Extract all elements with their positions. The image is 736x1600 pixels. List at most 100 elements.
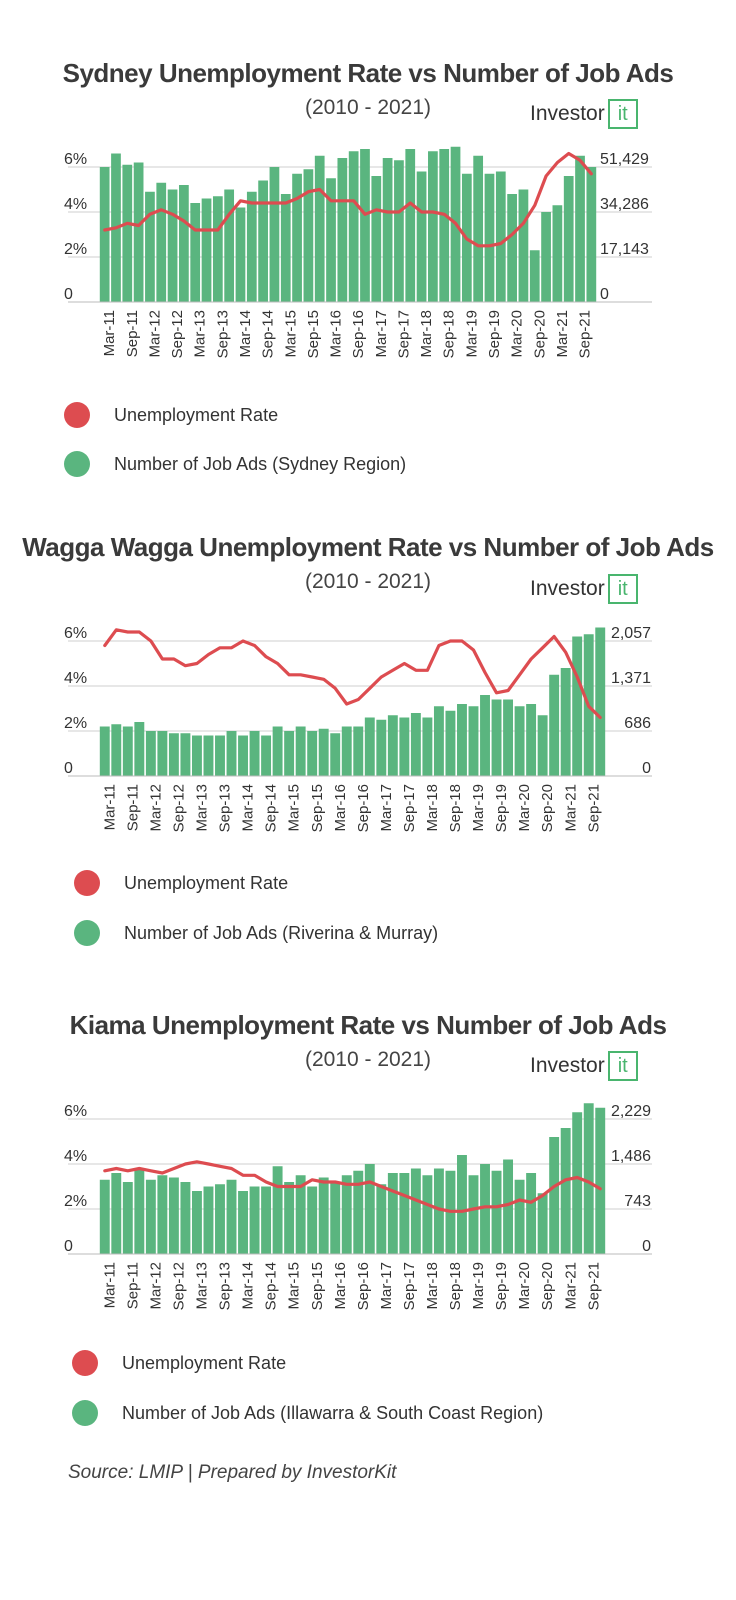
chart-subtitle: (2010 - 2021) bbox=[304, 1048, 432, 1071]
bar bbox=[314, 155, 325, 302]
x-tick-label: Mar-12 bbox=[147, 310, 164, 358]
x-tick-label: Mar-14 bbox=[240, 1262, 257, 1310]
x-tick-label: Mar-21 bbox=[562, 784, 579, 832]
x-tick-label: Mar-17 bbox=[373, 310, 390, 358]
bar bbox=[212, 196, 223, 302]
bar bbox=[261, 735, 272, 776]
unemployment-line bbox=[103, 1160, 602, 1213]
chart-title: Kiama Unemployment Rate vs Number of Job… bbox=[69, 1010, 667, 1040]
x-tick-label: Sep-12 bbox=[169, 310, 186, 358]
bar bbox=[226, 1179, 237, 1254]
bar bbox=[111, 1173, 122, 1254]
bar bbox=[272, 726, 283, 776]
bar bbox=[307, 1186, 318, 1254]
x-tick-label: Sep-18 bbox=[447, 784, 464, 832]
bar bbox=[364, 1164, 375, 1254]
bar bbox=[280, 194, 291, 302]
bar bbox=[261, 1186, 272, 1254]
bar bbox=[226, 731, 237, 776]
y-left-tick-label: 2% bbox=[64, 715, 87, 732]
legend-swatch-green bbox=[72, 1400, 98, 1426]
unemployment-line bbox=[103, 151, 593, 248]
bar bbox=[457, 704, 467, 776]
bar bbox=[468, 706, 479, 776]
logo-text: Investor bbox=[530, 1054, 605, 1077]
y-right-tick-label: 2,057 bbox=[611, 625, 651, 642]
bar bbox=[122, 164, 133, 302]
bar bbox=[168, 733, 179, 776]
bar bbox=[428, 151, 438, 302]
bar bbox=[303, 169, 314, 302]
bar bbox=[284, 731, 295, 776]
logo-text: Investor bbox=[530, 102, 605, 125]
bar bbox=[258, 180, 268, 302]
bar bbox=[376, 719, 387, 776]
bar bbox=[238, 1191, 248, 1254]
bar bbox=[507, 194, 517, 302]
x-tick-label: Mar-12 bbox=[148, 784, 165, 832]
chart-title: Wagga Wagga Unemployment Rate vs Number … bbox=[22, 532, 714, 562]
legend-label: Unemployment Rate bbox=[124, 872, 289, 893]
x-tick-label: Mar-17 bbox=[378, 784, 395, 832]
y-right-tick-label: 743 bbox=[624, 1193, 651, 1210]
bar bbox=[405, 149, 416, 302]
chart-subtitle: (2010 - 2021) bbox=[304, 96, 432, 119]
y-right-tick-label: 0 bbox=[600, 286, 609, 303]
logo-kit-mark: it bbox=[607, 99, 638, 129]
bar bbox=[337, 158, 348, 302]
bar bbox=[156, 182, 167, 302]
chart-sydney: 6% 51,429 4% 34,286 2% 17,143 0 0 Mar-11 Sep-11 Ma… bbox=[64, 146, 652, 358]
logo-kit-mark: it bbox=[607, 1051, 638, 1081]
bar bbox=[484, 173, 495, 302]
bar bbox=[575, 155, 585, 302]
bar bbox=[537, 1193, 548, 1254]
y-right-tick-label: 51,429 bbox=[600, 151, 649, 168]
bar bbox=[249, 731, 260, 776]
bar bbox=[387, 715, 398, 776]
y-left-tick-label: 6% bbox=[64, 625, 87, 642]
legend-label: Unemployment Rate bbox=[122, 1352, 287, 1373]
bar bbox=[529, 250, 540, 302]
bar bbox=[145, 191, 155, 302]
legend-item-unemployment: Unemployment Rate bbox=[64, 402, 278, 428]
bar bbox=[180, 1182, 191, 1254]
y-right-tick-label: 17,143 bbox=[600, 241, 649, 258]
bar bbox=[473, 155, 484, 302]
y-right-tick-label: 0 bbox=[642, 760, 651, 777]
x-tick-label: Mar-16 bbox=[332, 784, 349, 832]
bar bbox=[341, 1175, 352, 1254]
x-tick-label: Sep-19 bbox=[493, 784, 510, 832]
bar bbox=[326, 178, 336, 302]
x-tick-label: Mar-18 bbox=[424, 784, 441, 832]
x-tick-label: Sep-16 bbox=[355, 784, 372, 832]
x-tick-label: Mar-15 bbox=[286, 1262, 303, 1310]
y-left-tick-label: 6% bbox=[64, 151, 87, 168]
x-tick-label: Mar-17 bbox=[378, 1262, 395, 1310]
y-right-tick-label: 686 bbox=[624, 715, 651, 732]
bar bbox=[122, 1182, 133, 1254]
x-tick-label: Sep-21 bbox=[577, 310, 594, 358]
x-tick-label: Mar-16 bbox=[332, 1262, 349, 1310]
bar bbox=[491, 1170, 502, 1254]
bar bbox=[526, 704, 537, 776]
x-tick-label: Sep-11 bbox=[124, 310, 141, 357]
bar bbox=[399, 717, 410, 776]
investorkit-logo: Investor it bbox=[530, 573, 638, 605]
legend-label: Number of Job Ads (Riverina & Murray) bbox=[124, 922, 439, 943]
bar bbox=[422, 717, 433, 776]
bar bbox=[122, 726, 133, 776]
x-tick-label: Mar-13 bbox=[192, 310, 209, 358]
bar bbox=[468, 1175, 479, 1254]
bar bbox=[387, 1173, 398, 1254]
x-tick-label: Mar-11 bbox=[101, 784, 118, 830]
x-tick-label: Sep-16 bbox=[350, 310, 367, 358]
bar bbox=[563, 176, 574, 302]
bar bbox=[224, 189, 235, 302]
x-tick-label: Mar-11 bbox=[101, 1262, 118, 1308]
legend-label: Number of Job Ads (Illawarra & South Coa… bbox=[122, 1402, 544, 1423]
y-right-tick-label: 34,286 bbox=[600, 196, 649, 213]
x-tick-label: Mar-20 bbox=[516, 784, 533, 832]
bar bbox=[541, 212, 551, 302]
bar bbox=[246, 191, 257, 302]
y-left-tick-label: 0 bbox=[64, 1238, 73, 1255]
